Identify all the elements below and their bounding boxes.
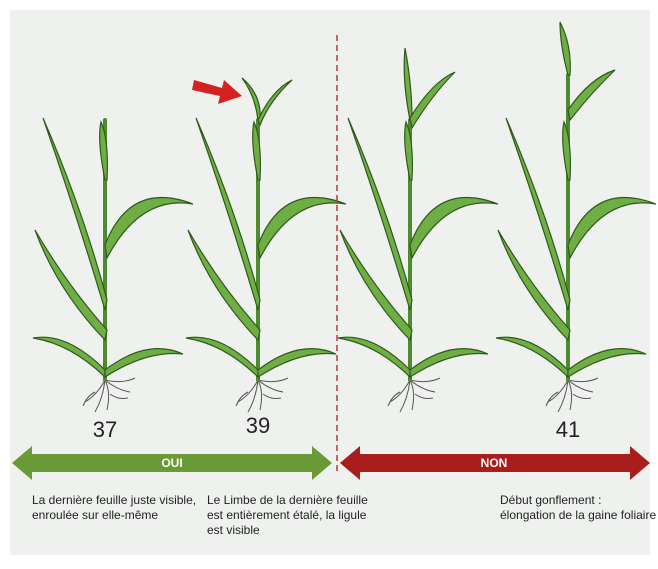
description: est entièrement étalé, la ligule	[207, 508, 367, 522]
pointer-arrow	[192, 80, 242, 104]
description: enroulée sur elle-même	[32, 508, 158, 522]
band-label: OUI	[161, 456, 182, 470]
description: élongation de la gaine foliaire	[500, 508, 656, 522]
description: Début gonflement :	[500, 493, 601, 507]
stage-label: 41	[556, 417, 580, 442]
plant-40	[336, 47, 500, 414]
stage-label: 39	[246, 413, 270, 438]
description: Le Limbe de la dernière feuille	[207, 493, 368, 507]
plant-41	[494, 21, 658, 414]
non-arrow	[340, 446, 650, 480]
oui-arrow	[12, 446, 332, 480]
band-label: NON	[481, 456, 508, 470]
description: La dernière feuille juste visible,	[32, 493, 196, 507]
description: est visible	[207, 523, 260, 537]
stage-label: 37	[93, 417, 117, 442]
plant-39	[184, 77, 348, 414]
